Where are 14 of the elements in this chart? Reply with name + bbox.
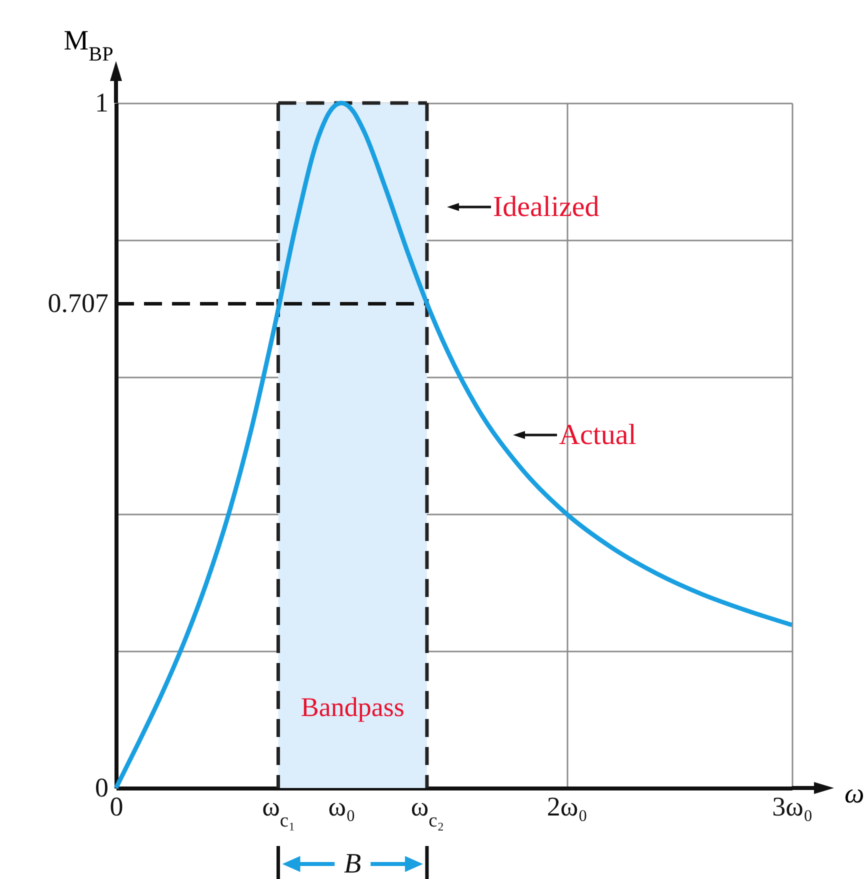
annotation: Actual xyxy=(559,419,636,451)
x-tick-label: 2ω₀ xyxy=(546,792,588,822)
x-tick-label: ω$_{c₂}$ xyxy=(410,792,444,831)
y-tick-label: 0.707 xyxy=(48,288,108,318)
y-tick-label: 0 xyxy=(95,772,108,802)
annotation: Idealized xyxy=(493,191,600,223)
y-tick-label: 1 xyxy=(95,88,108,118)
x-tick-label: 3ω₀ xyxy=(772,792,813,822)
x-tick-label: ω₀ xyxy=(328,792,356,822)
x-axis-title: ω xyxy=(844,778,864,810)
text: B xyxy=(344,848,362,879)
x-tick-label: ω$_{c₁}$ xyxy=(262,792,296,831)
band-label: Bandpass xyxy=(300,692,404,722)
y-axis-title: M$_{BP}$ xyxy=(64,26,114,66)
